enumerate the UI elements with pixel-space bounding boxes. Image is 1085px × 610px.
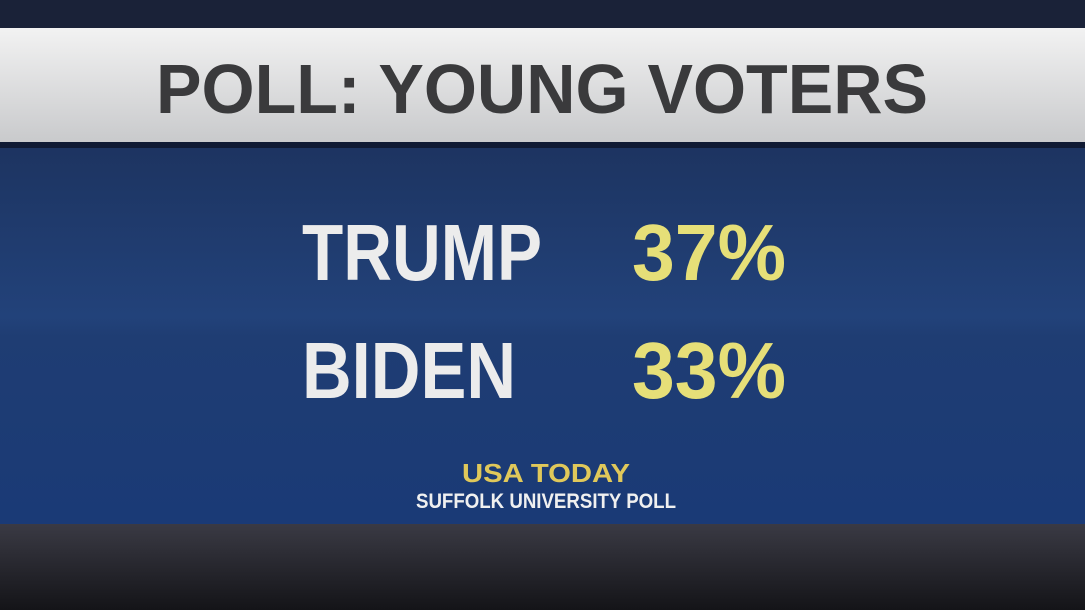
candidate-name: TRUMP [302, 208, 542, 297]
candidate-percent: 33% [632, 326, 786, 415]
title: POLL: YOUNG VOTERS [156, 50, 928, 128]
panel [0, 148, 1085, 524]
crowd-background [0, 524, 1085, 610]
source-poll: SUFFOLK UNIVERSITY POLL [416, 490, 676, 513]
top-strip [0, 0, 1085, 28]
source-outlet: USA TODAY [462, 458, 630, 488]
divider [0, 142, 1085, 148]
candidate-percent: 37% [632, 208, 786, 297]
title-bar [0, 28, 1085, 142]
candidate-name: BIDEN [302, 326, 516, 415]
